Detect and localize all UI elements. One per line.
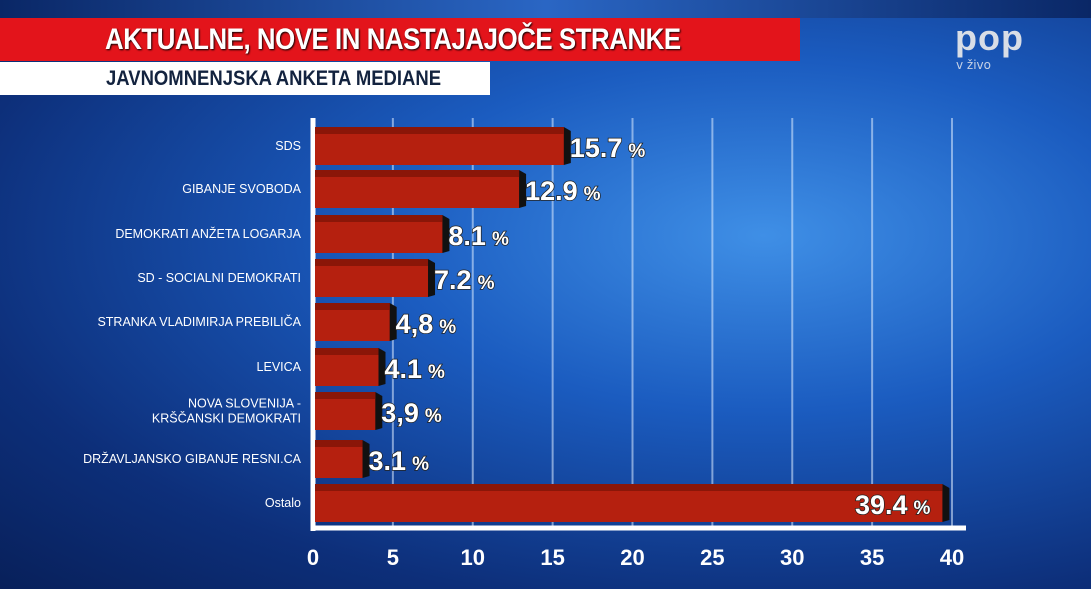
value-label: 4.1% [384, 354, 445, 384]
value-label: 8.1% [448, 221, 509, 251]
x-tick-label: 5 [387, 545, 399, 570]
category-label: DRŽAVLJANSKO GIBANJE RESNI.CA [83, 451, 302, 466]
value-number: 39.4 [855, 490, 908, 520]
subtitle-bar [0, 62, 490, 95]
x-tick-label: 15 [540, 545, 564, 570]
category-label: KRŠČANSKI DEMOKRATI [152, 411, 301, 426]
chart-subtitle: JAVNOMNENJSKA ANKETA MEDIANE [106, 67, 442, 90]
category-label: GIBANJE SVOBODA [182, 182, 301, 196]
value-unit: % [914, 498, 931, 519]
bar-top [315, 392, 376, 399]
bar-top [315, 348, 379, 355]
x-tick-label: 35 [860, 545, 884, 570]
bar-top [315, 440, 363, 447]
category-label: DEMOKRATI ANŽETA LOGARJA [115, 226, 301, 241]
value-label: 7.2% [434, 265, 495, 295]
value-label: 3,9% [381, 398, 442, 428]
category-label: NOVA SLOVENIJA - [188, 397, 301, 411]
bar-top [315, 127, 564, 134]
value-number: 8.1 [448, 221, 486, 251]
value-unit: % [425, 406, 442, 427]
category-label: SDS [275, 139, 301, 153]
category-label: Ostalo [265, 496, 301, 510]
value-label: 39.4% [855, 490, 931, 520]
value-label: 3.1% [369, 446, 430, 476]
category-label: STRANKA VLADIMIRJA PREBILIČA [97, 314, 301, 329]
bar-top [315, 259, 429, 266]
value-label: 4,8% [396, 309, 457, 339]
value-unit: % [412, 454, 429, 475]
bar-top [315, 170, 520, 177]
x-tick-label: 20 [620, 545, 644, 570]
bar-top [315, 484, 943, 491]
channel-logo: pop [955, 17, 1024, 58]
live-label: v živo [956, 58, 991, 72]
x-tick-label: 0 [307, 545, 319, 570]
value-unit: % [478, 273, 495, 294]
value-unit: % [628, 141, 645, 162]
value-number: 12.9 [525, 176, 578, 206]
value-number: 3.1 [369, 446, 407, 476]
value-number: 4,8 [396, 309, 434, 339]
bar-top [315, 303, 390, 310]
value-unit: % [439, 317, 456, 338]
chart-title: AKTUALNE, NOVE IN NASTAJAJOČE STRANKE [105, 23, 681, 56]
value-number: 7.2 [434, 265, 472, 295]
x-tick-label: 25 [700, 545, 724, 570]
title-bar [0, 18, 800, 61]
category-label: LEVICA [257, 360, 302, 374]
x-tick-label: 30 [780, 545, 804, 570]
value-number: 15.7 [570, 133, 623, 163]
top-strip [0, 0, 1091, 18]
value-label: 12.9% [525, 176, 601, 206]
value-unit: % [428, 362, 445, 383]
x-tick-label: 40 [940, 545, 964, 570]
x-tick-label: 10 [461, 545, 485, 570]
category-label: SD - SOCIALNI DEMOKRATI [137, 271, 301, 285]
value-label: 15.7% [570, 133, 646, 163]
value-number: 3,9 [381, 398, 419, 428]
value-number: 4.1 [384, 354, 422, 384]
bar-top [315, 215, 443, 222]
value-unit: % [492, 229, 509, 250]
value-unit: % [584, 184, 601, 205]
